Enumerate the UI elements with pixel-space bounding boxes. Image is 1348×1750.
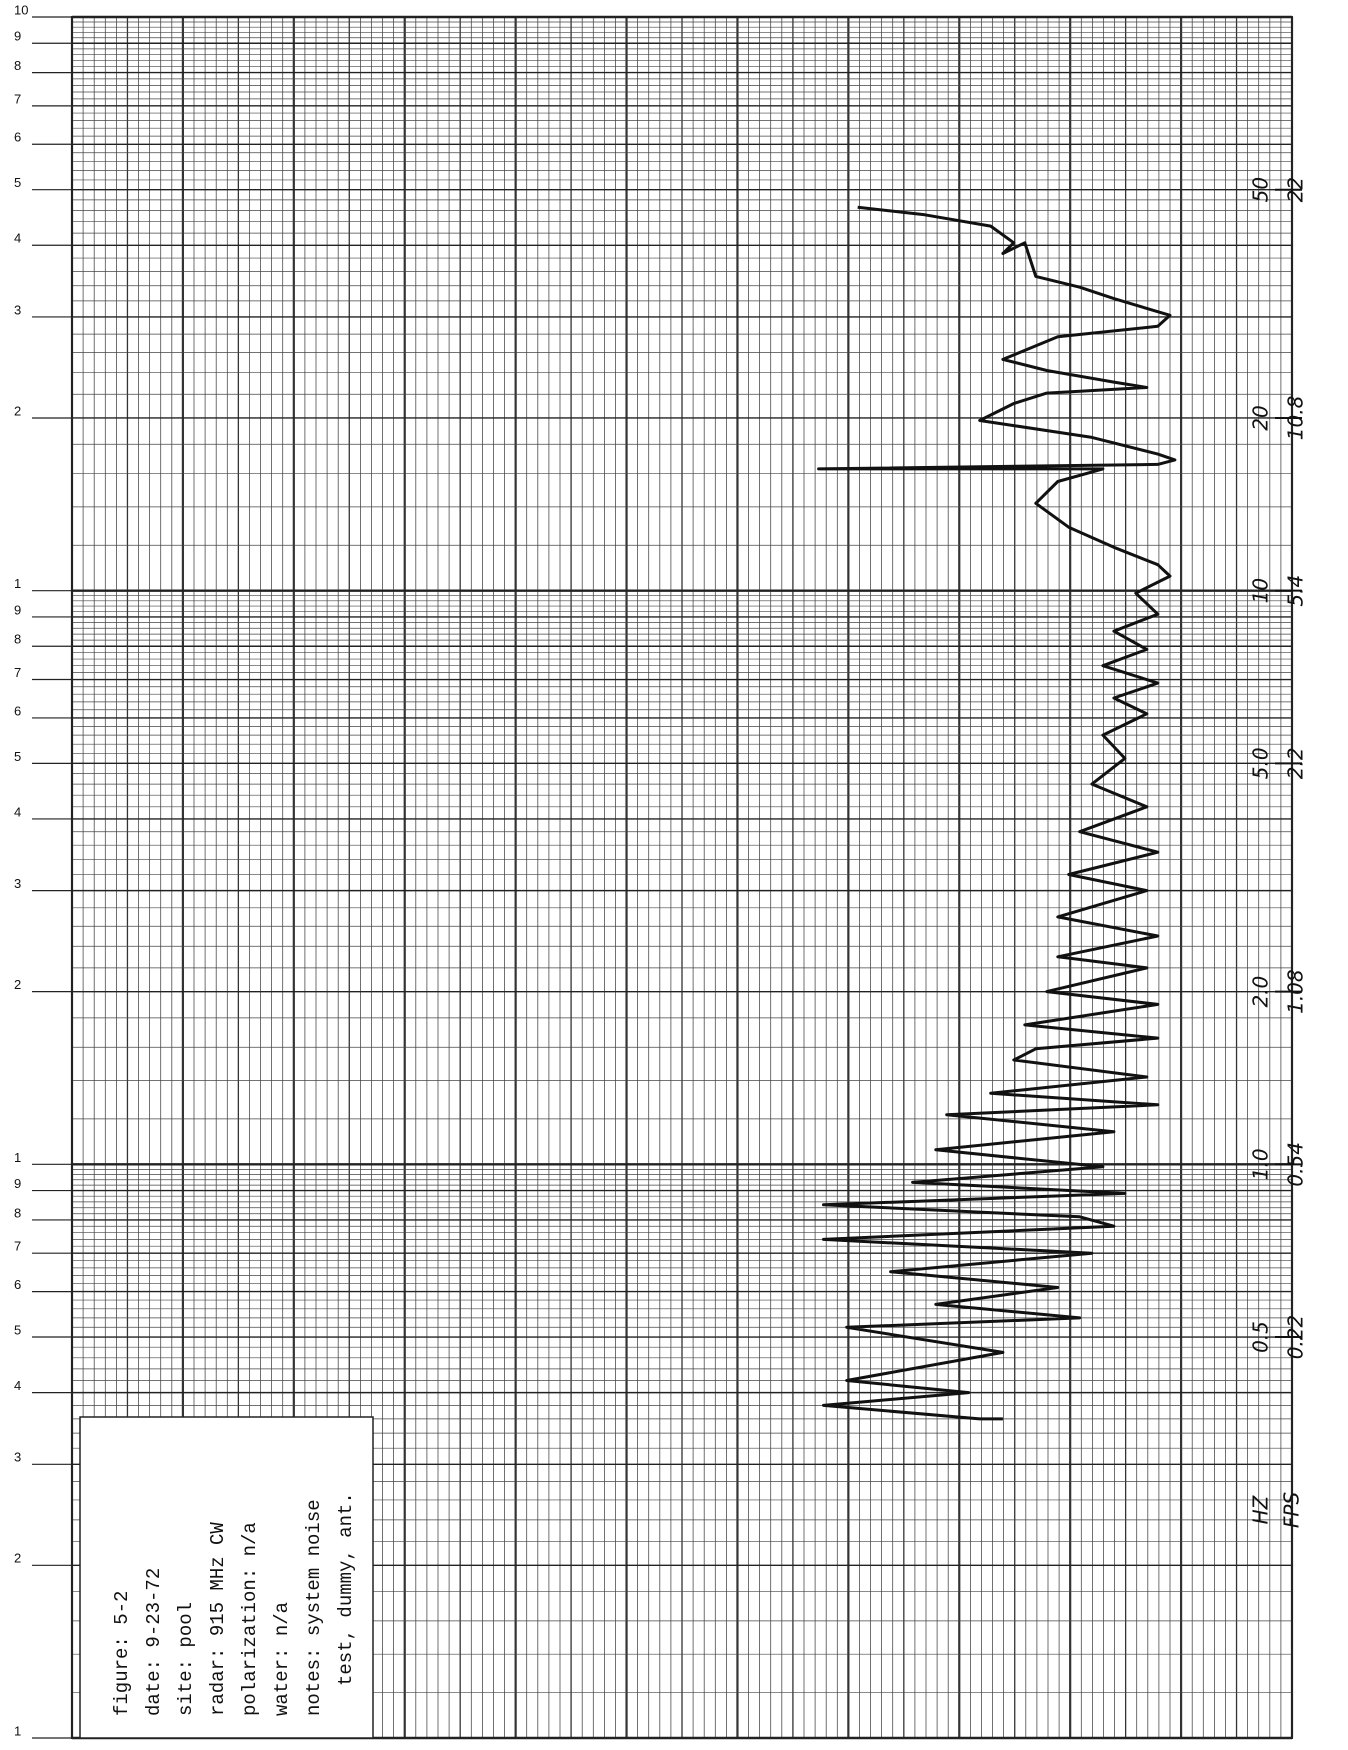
y-tick-label: 7 (14, 91, 21, 106)
y-tick-label: 8 (14, 632, 21, 647)
y-tick-label: 2 (14, 1551, 21, 1566)
y2-tick-label: 1.0 (1249, 1148, 1273, 1180)
fps-label: 22 (1284, 177, 1308, 202)
fps-label: 5.4 (1284, 575, 1308, 607)
info-line: notes: system noise (303, 1499, 325, 1716)
y-tick-label: 3 (14, 876, 21, 891)
y-tick-label: 5 (14, 749, 21, 764)
y-tick-label: 2 (14, 403, 21, 418)
y-tick-label: 10 (14, 2, 28, 17)
y-tick-label: 6 (14, 703, 21, 718)
y-tick-label: 1 (14, 576, 21, 591)
info-line: polarization: n/a (239, 1522, 261, 1716)
y-tick-label: 4 (14, 804, 21, 819)
y-tick-label: 7 (14, 665, 21, 680)
info-box (79, 1416, 374, 1739)
y-tick-label: 8 (14, 1205, 21, 1220)
y-tick-label: 9 (14, 29, 21, 44)
fps-label: 1.08 (1284, 969, 1308, 1014)
y3-axis-label: FPS (1280, 1492, 1304, 1529)
fps-label: 2.2 (1284, 747, 1308, 779)
y-tick-label: 8 (14, 58, 21, 73)
y-tick-label: 3 (14, 1450, 21, 1465)
y-tick-label: 9 (14, 1176, 21, 1191)
y2-tick-label: 5.0 (1249, 747, 1273, 779)
info-line: date: 9-23-72 (143, 1568, 165, 1716)
y-tick-label: 5 (14, 1322, 21, 1337)
y2-tick-label: 20 (1249, 405, 1273, 430)
y-tick-label: 4 (14, 231, 21, 246)
paper-frame (71, 16, 1293, 1739)
y-tick-label: 6 (14, 130, 21, 145)
y-tick-label: 2 (14, 977, 21, 992)
y2-tick-label: 50 (1249, 177, 1273, 202)
fps-label: 10.8 (1284, 396, 1308, 441)
y-tick-label: 1 (14, 1723, 21, 1738)
y2-tick-label: 10 (1249, 578, 1273, 603)
y-tick-label: 6 (14, 1277, 21, 1292)
y-tick-label: 9 (14, 602, 21, 617)
y-tick-label: 1 (14, 1150, 21, 1165)
trace (817, 205, 1177, 1421)
y2-axis-label: HZ (1249, 1494, 1273, 1524)
y-tick-label: 5 (14, 175, 21, 190)
info-line: site: pool (175, 1602, 197, 1716)
y2-tick-label: 2.0 (1249, 976, 1273, 1008)
info-line: radar: 915 MHz CW (207, 1522, 229, 1716)
fps-label: 0.22 (1284, 1315, 1308, 1360)
fps-label: 0.54 (1284, 1142, 1308, 1187)
y-tick-label: 3 (14, 302, 21, 317)
info-line: test, dummy, ant. (335, 1492, 357, 1686)
y-tick-label: 7 (14, 1239, 21, 1254)
y2-tick-label: 0.5 (1249, 1321, 1273, 1353)
info-line: water: n/a (271, 1602, 293, 1716)
info-line: figure: 5-2 (111, 1591, 133, 1716)
y-tick-label: 4 (14, 1378, 21, 1393)
